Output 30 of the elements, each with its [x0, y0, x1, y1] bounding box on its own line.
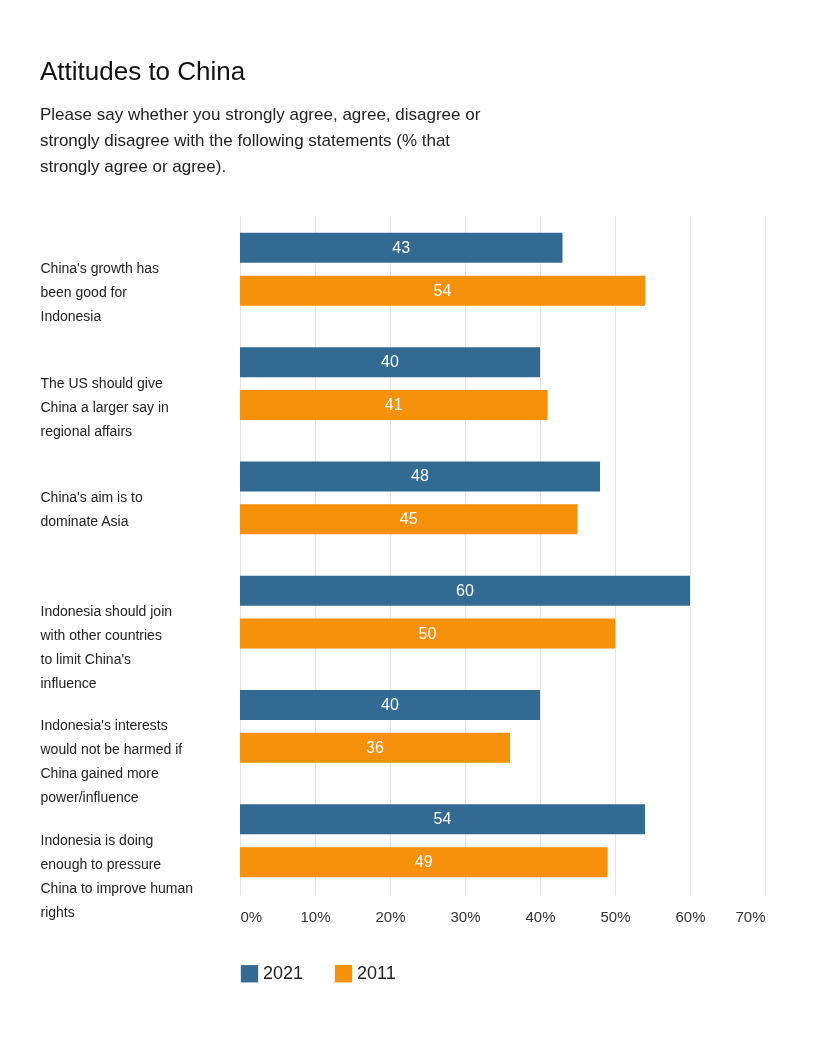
data-label: 54	[433, 810, 452, 828]
x-tick-label: 30%	[450, 907, 481, 925]
data-label: 50	[418, 624, 437, 642]
y-tick-label: Indonesia's interests would not be harmed if China gained more power/influence	[39, 717, 183, 806]
data-label: 40	[381, 353, 399, 371]
x-tick-label: 10%	[300, 907, 331, 925]
x-tick-label: 50%	[600, 907, 631, 925]
x-tick-label: 40%	[525, 907, 556, 925]
x-tick-label: 70%	[735, 907, 766, 925]
legend-label: 2011	[357, 962, 396, 983]
data-label: 48	[411, 467, 429, 485]
y-tick-label: China's growth has been good for Indonesia	[40, 260, 160, 325]
data-label: 45	[399, 510, 418, 528]
x-tick-label: 0%	[240, 907, 263, 925]
data-label: 41	[384, 396, 403, 413]
legend-label: 2021	[263, 962, 304, 983]
data-label: 43	[392, 238, 411, 256]
y-tick-label: The US should give China a larger say in regional affairs	[40, 374, 169, 439]
data-label: 36	[366, 738, 384, 756]
data-label: 40	[381, 696, 399, 713]
data-label: 49	[414, 853, 433, 871]
y-tick-label: China's aim is to dominate Asia	[40, 488, 143, 529]
x-tick-label: 20%	[375, 907, 406, 925]
chart-title: Attitudes to China	[40, 56, 246, 86]
y-tick-label: Indonesia is doing enough to pressure China to improve human rights	[40, 831, 194, 920]
x-tick-label: 60%	[675, 907, 706, 925]
chart-subtitle: Please say whether you strongly agree, agree, disagree or strongly disagree with the following statements (% that strongly agree or agree).	[40, 105, 481, 176]
data-label: 60	[456, 581, 474, 599]
data-label: 54	[433, 281, 452, 299]
y-tick-label: Indonesia should join with other countries to limit China's influence	[39, 603, 173, 692]
